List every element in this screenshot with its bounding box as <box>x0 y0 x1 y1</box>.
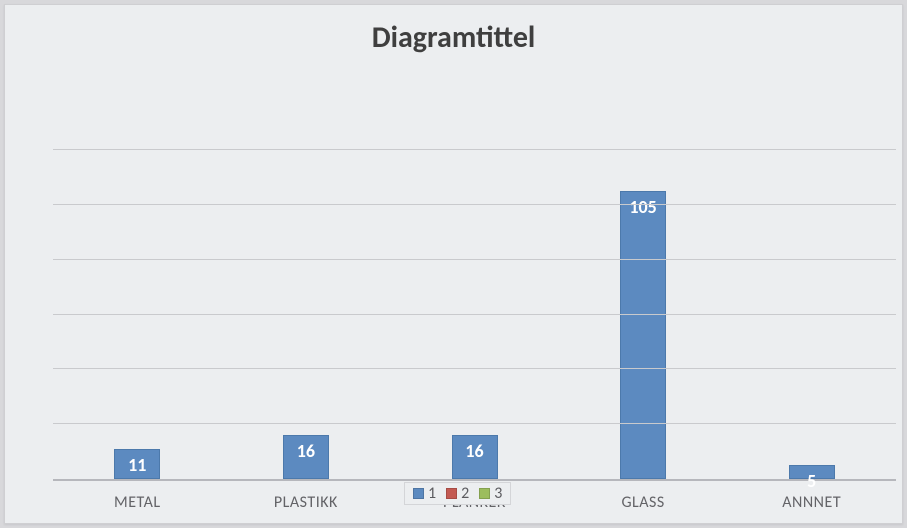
bar-wrap: 105 <box>620 191 666 479</box>
category-label: GLASS <box>621 493 664 512</box>
bar: 105 <box>620 191 666 479</box>
bar-wrap: 11 <box>114 449 160 479</box>
legend-label: 1 <box>428 484 436 503</box>
legend-label: 2 <box>461 484 469 503</box>
bar-value-label: 105 <box>621 196 665 218</box>
legend-swatch <box>479 488 490 499</box>
bar-wrap: 5 <box>789 465 835 479</box>
gridline <box>53 204 896 205</box>
bar: 5 <box>789 465 835 479</box>
bar-wrap: 16 <box>283 435 329 479</box>
legend: 1 2 3 <box>405 483 510 504</box>
chart-title: Diagramtittel <box>5 19 902 56</box>
viewport: Diagramtittel 1116161055 METALPLASTIKKPL… <box>0 0 907 528</box>
bar-wrap: 16 <box>452 435 498 479</box>
bar-value-label: 5 <box>790 470 834 492</box>
legend-item: 3 <box>479 484 502 503</box>
bars-layer: 11 16 16 105 5 <box>53 150 896 479</box>
bar: 16 <box>283 435 329 479</box>
legend-item: 1 <box>413 484 436 503</box>
bar-value-label: 11 <box>115 454 159 476</box>
gridline <box>53 259 896 260</box>
category-label: ANNNET <box>782 493 841 512</box>
legend-item: 2 <box>446 484 469 503</box>
bar-value-label: 16 <box>453 440 497 462</box>
legend-label: 3 <box>494 484 502 503</box>
category-label: METAL <box>114 493 161 512</box>
category-label: PLASTIKK <box>274 493 338 512</box>
gridline <box>53 423 896 424</box>
gridline <box>53 149 896 150</box>
chart-card: Diagramtittel 1116161055 METALPLASTIKKPL… <box>4 4 903 524</box>
gridline <box>53 368 896 369</box>
gridline <box>53 314 896 315</box>
bar: 16 <box>452 435 498 479</box>
plot-area: 11 16 16 105 5 <box>53 150 896 481</box>
bar: 11 <box>114 449 160 479</box>
legend-swatch <box>413 488 424 499</box>
bar-value-label: 16 <box>284 440 328 462</box>
legend-swatch <box>446 488 457 499</box>
